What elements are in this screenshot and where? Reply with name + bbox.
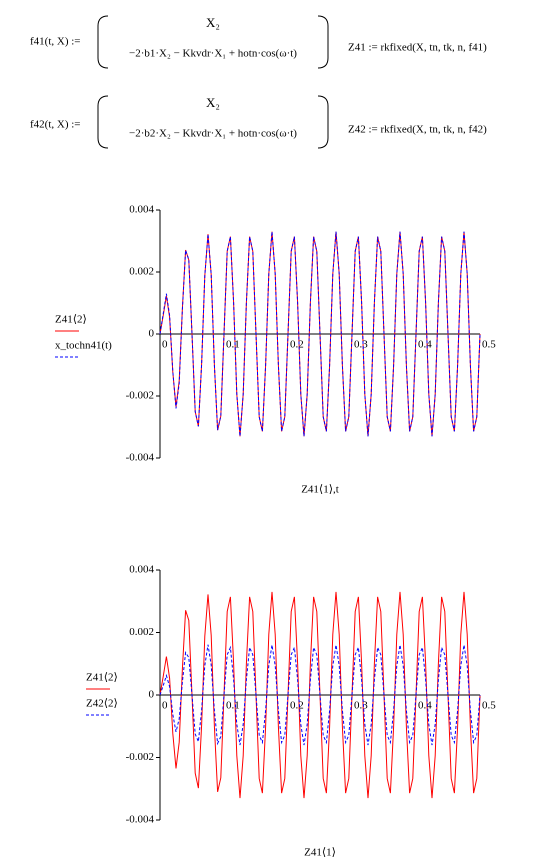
formula-f41: f41(t, X) := X₂ −2·b1·X₂ − Kkvdr·X₁ + ho… (30, 15, 487, 69)
chart: -0.004 -0.002 0 0.002 0.004 0 0.1 0.2 0.3 0.4 0.5 Z… (86, 564, 496, 859)
y-tick-label: 0.004 (129, 564, 154, 576)
formula-f42: f42(t, X) := X₂ −2·b2·X₂ − Kkvdr·X₁ + ho… (30, 95, 487, 149)
x-tick-label: 0.4 (418, 700, 432, 712)
y-tick-label: 0 (149, 328, 155, 340)
x-tick-label: 0.1 (226, 700, 240, 712)
x-tick-label: 0.2 (290, 339, 304, 351)
x-tick-label: 0 (162, 339, 168, 351)
x-tick-label: 0.5 (482, 700, 496, 712)
y-tick-label: -0.002 (126, 390, 154, 402)
x-axis-label: Z41⟨1⟩,t (301, 484, 339, 496)
legend-label: Z41⟨2⟩ (55, 314, 87, 326)
paren-left (97, 15, 109, 69)
y-tick-label: -0.004 (126, 814, 155, 826)
formula-row: −2·b2·X₂ − Kkvdr·X₁ + hotn·cos(ω·t) (129, 128, 297, 140)
x-tick-label: 0.4 (418, 339, 432, 351)
y-tick-label: 0 (149, 689, 155, 701)
y-tick-label: 0.002 (129, 266, 154, 278)
y-tick-label: -0.002 (126, 751, 154, 763)
legend-label: x_tochn41(t) (55, 340, 112, 352)
formula-lhs: f42(t, X) := (30, 119, 81, 131)
data-line (159, 644, 481, 746)
x-tick-label: 0.3 (354, 700, 368, 712)
paren-right (317, 15, 329, 69)
chart: -0.004 -0.002 0 0.002 0.004 0 0.1 0.2 0.3 0.4 0.5 Z… (55, 204, 496, 496)
formula-row: −2·b1·X₂ − Kkvdr·X₁ + hotn·cos(ω·t) (129, 48, 297, 60)
y-tick-label: 0.002 (129, 626, 154, 638)
legend-label: Z41⟨2⟩ (86, 672, 118, 684)
formula-call: Z41 := rkfixed(X, tn, tk, n, f41) (348, 42, 487, 54)
x-tick-label: 0.3 (354, 339, 368, 351)
x-tick-label: 0.5 (482, 339, 496, 351)
formula-call: Z42 := rkfixed(X, tn, tk, n, f42) (348, 124, 487, 136)
formula-row: X₂ (206, 95, 220, 110)
paren-right (317, 95, 329, 149)
x-axis-label: Z41⟨1⟩ (304, 847, 336, 859)
paren-left (97, 95, 109, 149)
y-tick-label: -0.004 (126, 452, 155, 464)
legend-label: Z42⟨2⟩ (86, 698, 118, 710)
x-tick-label: 0.2 (290, 700, 304, 712)
formula-lhs: f41(t, X) := (30, 36, 81, 48)
x-tick-label: 0 (162, 700, 168, 712)
y-tick-label: 0.004 (129, 204, 154, 216)
data-line (159, 231, 481, 437)
formula-row: X₂ (206, 15, 220, 30)
x-tick-label: 0.1 (226, 339, 240, 351)
